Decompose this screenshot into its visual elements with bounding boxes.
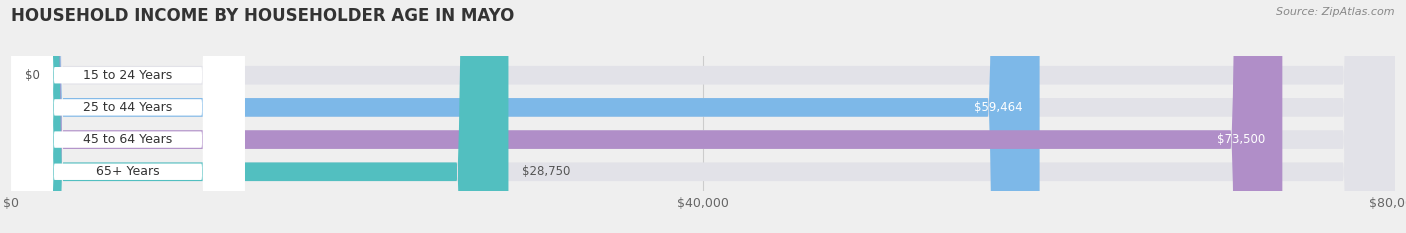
Text: $28,750: $28,750 <box>522 165 571 178</box>
Text: 45 to 64 Years: 45 to 64 Years <box>83 133 173 146</box>
FancyBboxPatch shape <box>11 0 245 233</box>
Text: 15 to 24 Years: 15 to 24 Years <box>83 69 173 82</box>
Text: $73,500: $73,500 <box>1216 133 1265 146</box>
FancyBboxPatch shape <box>11 0 1395 233</box>
Text: 65+ Years: 65+ Years <box>96 165 160 178</box>
FancyBboxPatch shape <box>11 0 1395 233</box>
Text: $0: $0 <box>25 69 39 82</box>
Text: $59,464: $59,464 <box>974 101 1022 114</box>
FancyBboxPatch shape <box>11 0 1282 233</box>
FancyBboxPatch shape <box>11 0 1395 233</box>
FancyBboxPatch shape <box>11 0 245 233</box>
FancyBboxPatch shape <box>11 0 1039 233</box>
Text: Source: ZipAtlas.com: Source: ZipAtlas.com <box>1277 7 1395 17</box>
FancyBboxPatch shape <box>11 0 509 233</box>
FancyBboxPatch shape <box>11 0 245 233</box>
Text: HOUSEHOLD INCOME BY HOUSEHOLDER AGE IN MAYO: HOUSEHOLD INCOME BY HOUSEHOLDER AGE IN M… <box>11 7 515 25</box>
FancyBboxPatch shape <box>11 0 245 233</box>
FancyBboxPatch shape <box>11 0 1395 233</box>
Text: 25 to 44 Years: 25 to 44 Years <box>83 101 173 114</box>
